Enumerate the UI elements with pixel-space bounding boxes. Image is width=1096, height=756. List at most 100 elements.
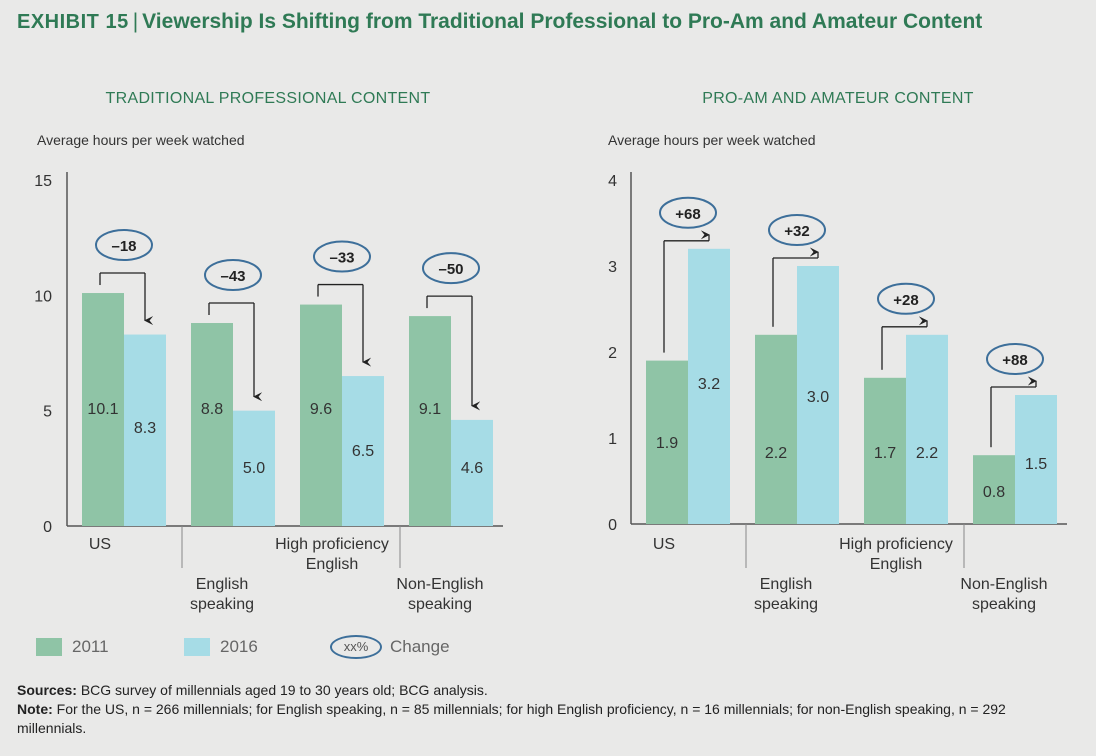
- bar-group-4: 9.1 4.6 –50 Non-English speaking: [396, 252, 493, 613]
- panel-title: TRADITIONAL PROFESSIONAL CONTENT: [106, 90, 431, 107]
- bar-group-3: 1.7 2.2 +28 High proficiency English: [839, 282, 953, 573]
- change-oval: [204, 259, 262, 292]
- note-text: For the US, n = 266 millennials; for Eng…: [17, 701, 1006, 736]
- category-label-line1: High proficiency: [275, 536, 389, 553]
- change-annotation: +68: [659, 196, 717, 353]
- footnotes: Sources: BCG survey of millennials aged …: [17, 681, 1077, 738]
- change-value: –43: [220, 268, 245, 285]
- change-oval: [659, 196, 717, 229]
- sources-text: BCG survey of millennials aged 19 to 30 …: [80, 682, 488, 698]
- bar-2011: [755, 334, 797, 524]
- bar-2011: [864, 377, 906, 524]
- bar-2016: [797, 266, 839, 524]
- bar-label-2011: 2.2: [765, 445, 787, 462]
- category-label-line1: English: [196, 576, 248, 593]
- bar-2016: [906, 334, 948, 524]
- y-tick-label: 15: [34, 173, 52, 190]
- y-tick-label: 2: [608, 345, 617, 362]
- bar-label-2016: 5.0: [243, 460, 265, 477]
- bar-2011: [300, 304, 342, 526]
- change-annotation: +32: [768, 214, 826, 327]
- legend-change-label: Change: [390, 637, 450, 656]
- bar-label-2011: 10.1: [87, 401, 118, 418]
- bar-label-2016: 6.5: [352, 443, 374, 460]
- bar-group-2: 8.8 5.0 –43 English speaking: [181, 259, 275, 613]
- change-annotation: +88: [986, 343, 1044, 448]
- change-annotation: +28: [877, 282, 935, 370]
- bar-label-2016: 8.3: [134, 420, 156, 437]
- chart-panel-1: TRADITIONAL PROFESSIONAL CONTENT Average …: [34, 90, 503, 613]
- category-label-line1: High proficiency: [839, 536, 953, 553]
- legend-change-oval: xx%: [330, 635, 382, 659]
- category-label-line1: US: [653, 536, 675, 553]
- bar-label-2011: 0.8: [983, 484, 1005, 501]
- y-tick-label: 1: [608, 431, 617, 448]
- category-label-line2: speaking: [190, 596, 254, 613]
- sources-line: Sources: BCG survey of millennials aged …: [17, 681, 1077, 700]
- bar-2016: [1015, 395, 1057, 524]
- change-value: +68: [675, 206, 700, 223]
- legend-item-2011: 2011: [36, 632, 109, 662]
- change-value: –18: [111, 238, 136, 255]
- bar-label-2011: 9.1: [419, 401, 441, 418]
- bar-label-2016: 4.6: [461, 460, 483, 477]
- charts-area: TRADITIONAL PROFESSIONAL CONTENT Average …: [34, 90, 1067, 613]
- change-annotation: –33: [313, 240, 372, 367]
- bar-2016: [688, 248, 730, 525]
- chart-title: EXHIBIT 15 | Viewership Is Shifting from T…: [17, 8, 1077, 36]
- bar-label-2011: 9.6: [310, 401, 332, 418]
- bar-2016: [124, 334, 166, 526]
- bar-label-2016: 1.5: [1025, 456, 1047, 473]
- chart-panel-2: PRO-AM AND AMATEUR CONTENT Average hours …: [608, 90, 1067, 613]
- y-tick-label: 10: [34, 288, 52, 305]
- y-tick-label: 0: [608, 517, 617, 534]
- bar-2016: [233, 410, 275, 526]
- change-value: –33: [329, 250, 354, 267]
- bar-group-4: 0.8 1.5 +88 Non-English speaking: [960, 343, 1057, 613]
- bar-2011: [191, 323, 233, 526]
- change-oval: [877, 282, 935, 315]
- change-value: –50: [438, 261, 463, 278]
- bar-label-2011: 1.7: [874, 445, 896, 462]
- bar-label-2016: 3.0: [807, 389, 829, 406]
- change-value: +32: [784, 223, 809, 240]
- category-label-line1: US: [89, 536, 111, 553]
- bar-label-2016: 2.2: [916, 445, 938, 462]
- y-axis-label: Average hours per week watched: [608, 132, 816, 148]
- bar-2016: [342, 376, 384, 526]
- legend-label-2011: 2011: [72, 637, 109, 656]
- category-label-line2: English: [306, 556, 358, 573]
- bar-2011: [646, 360, 688, 524]
- bar-2011: [973, 455, 1015, 524]
- change-oval: [422, 252, 480, 285]
- note-label: Note:: [17, 701, 53, 717]
- y-tick-label: 4: [608, 173, 617, 190]
- title-separator: |: [132, 10, 139, 33]
- note-line: Note: For the US, n = 266 millennials; f…: [17, 700, 1077, 738]
- category-label-line2: speaking: [972, 596, 1036, 613]
- bar-2016: [451, 419, 493, 526]
- category-label-line2: speaking: [408, 596, 472, 613]
- change-annotation: –43: [204, 259, 263, 402]
- category-label-line2: speaking: [754, 596, 818, 613]
- change-oval: [95, 229, 153, 262]
- change-value: +28: [893, 292, 918, 309]
- title-text: Viewership Is Shifting from Traditional …: [142, 10, 983, 33]
- legend-item-change: xx% Change: [330, 632, 450, 662]
- change-value: +88: [1002, 352, 1027, 369]
- change-annotation: –18: [95, 229, 154, 326]
- y-tick-label: 0: [43, 519, 52, 536]
- bar-group-3: 9.6 6.5 –33 High proficiency English: [275, 240, 389, 573]
- category-label-line1: Non-English: [960, 576, 1047, 593]
- change-annotation: –50: [422, 252, 481, 411]
- category-label-line1: Non-English: [396, 576, 483, 593]
- bar-label-2011: 8.8: [201, 401, 223, 418]
- bar-label-2011: 1.9: [656, 435, 678, 452]
- exhibit-label: EXHIBIT 15: [17, 11, 129, 33]
- bar-group-1: 1.9 3.2 +68 US: [646, 196, 730, 553]
- bar-group-2: 2.2 3.0 +32 English speaking: [745, 214, 839, 613]
- legend-label-2016: 2016: [220, 637, 258, 656]
- legend-swatch-2011: [36, 638, 62, 656]
- change-oval: [986, 343, 1044, 375]
- change-oval: [313, 240, 371, 273]
